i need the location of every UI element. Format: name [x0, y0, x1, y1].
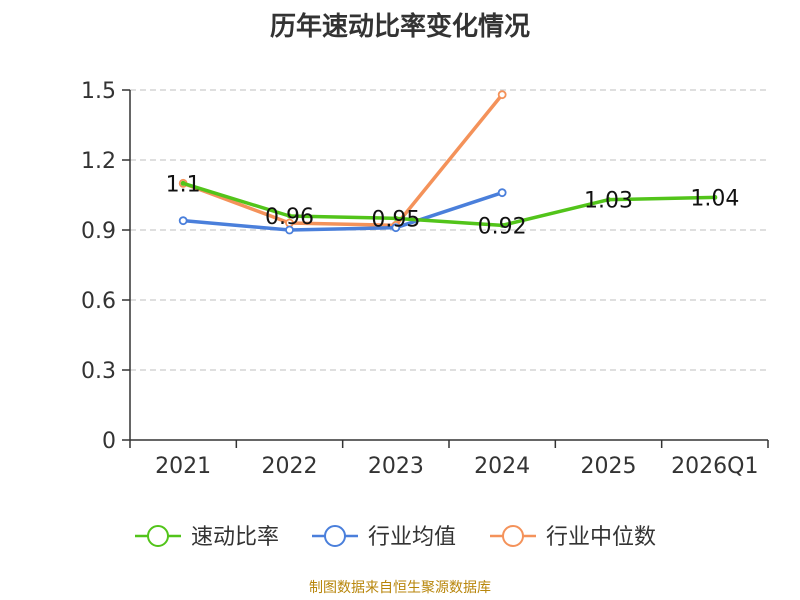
data-point: [497, 90, 507, 100]
y-tick-label: 0.3: [81, 359, 116, 384]
data-point: [712, 194, 718, 200]
legend-label: 速动比率: [191, 525, 279, 550]
data-point: [606, 197, 611, 203]
data-label: 0.92: [478, 214, 527, 239]
y-tick-label: 1.2: [81, 149, 116, 174]
chart-title: 历年速动比率变化情况: [269, 12, 530, 42]
data-point: [499, 222, 505, 228]
x-tick-label: 2026Q1: [671, 454, 758, 479]
series-line-1: [183, 191, 503, 232]
x-tick-label: 2021: [155, 454, 211, 479]
data-point: [391, 223, 401, 233]
legend-label: 行业中位数: [546, 525, 656, 550]
y-tick-label: 0: [102, 429, 116, 454]
y-tick-label: 1.5: [81, 79, 116, 104]
data-point: [285, 225, 294, 235]
legend-marker: [502, 525, 524, 547]
data-point: [287, 213, 292, 219]
legend-marker: [147, 525, 169, 547]
x-tick-label: 2024: [474, 454, 530, 479]
data-label: 0.96: [265, 205, 314, 230]
data-point: [497, 188, 507, 198]
legend-marker: [324, 525, 346, 547]
data-label: 1.04: [690, 186, 739, 211]
y-tick-label: 0.9: [81, 219, 116, 244]
series-line-2: [182, 93, 504, 228]
x-tick-label: 2023: [368, 454, 424, 479]
x-tick-label: 2025: [581, 454, 637, 479]
data-point: [180, 180, 186, 186]
data-point: [393, 215, 399, 221]
y-tick-label: 0.6: [81, 289, 116, 314]
data-label: 1.1: [166, 172, 201, 197]
data-point: [178, 216, 188, 226]
legend-label: 行业均值: [368, 525, 456, 550]
x-tick-label: 2022: [262, 454, 318, 479]
data-label: 0.95: [371, 207, 420, 232]
data-source-note: 制图数据来自恒生聚源数据库: [309, 580, 491, 596]
data-label: 1.03: [584, 189, 633, 214]
series-line-0: [182, 181, 715, 228]
